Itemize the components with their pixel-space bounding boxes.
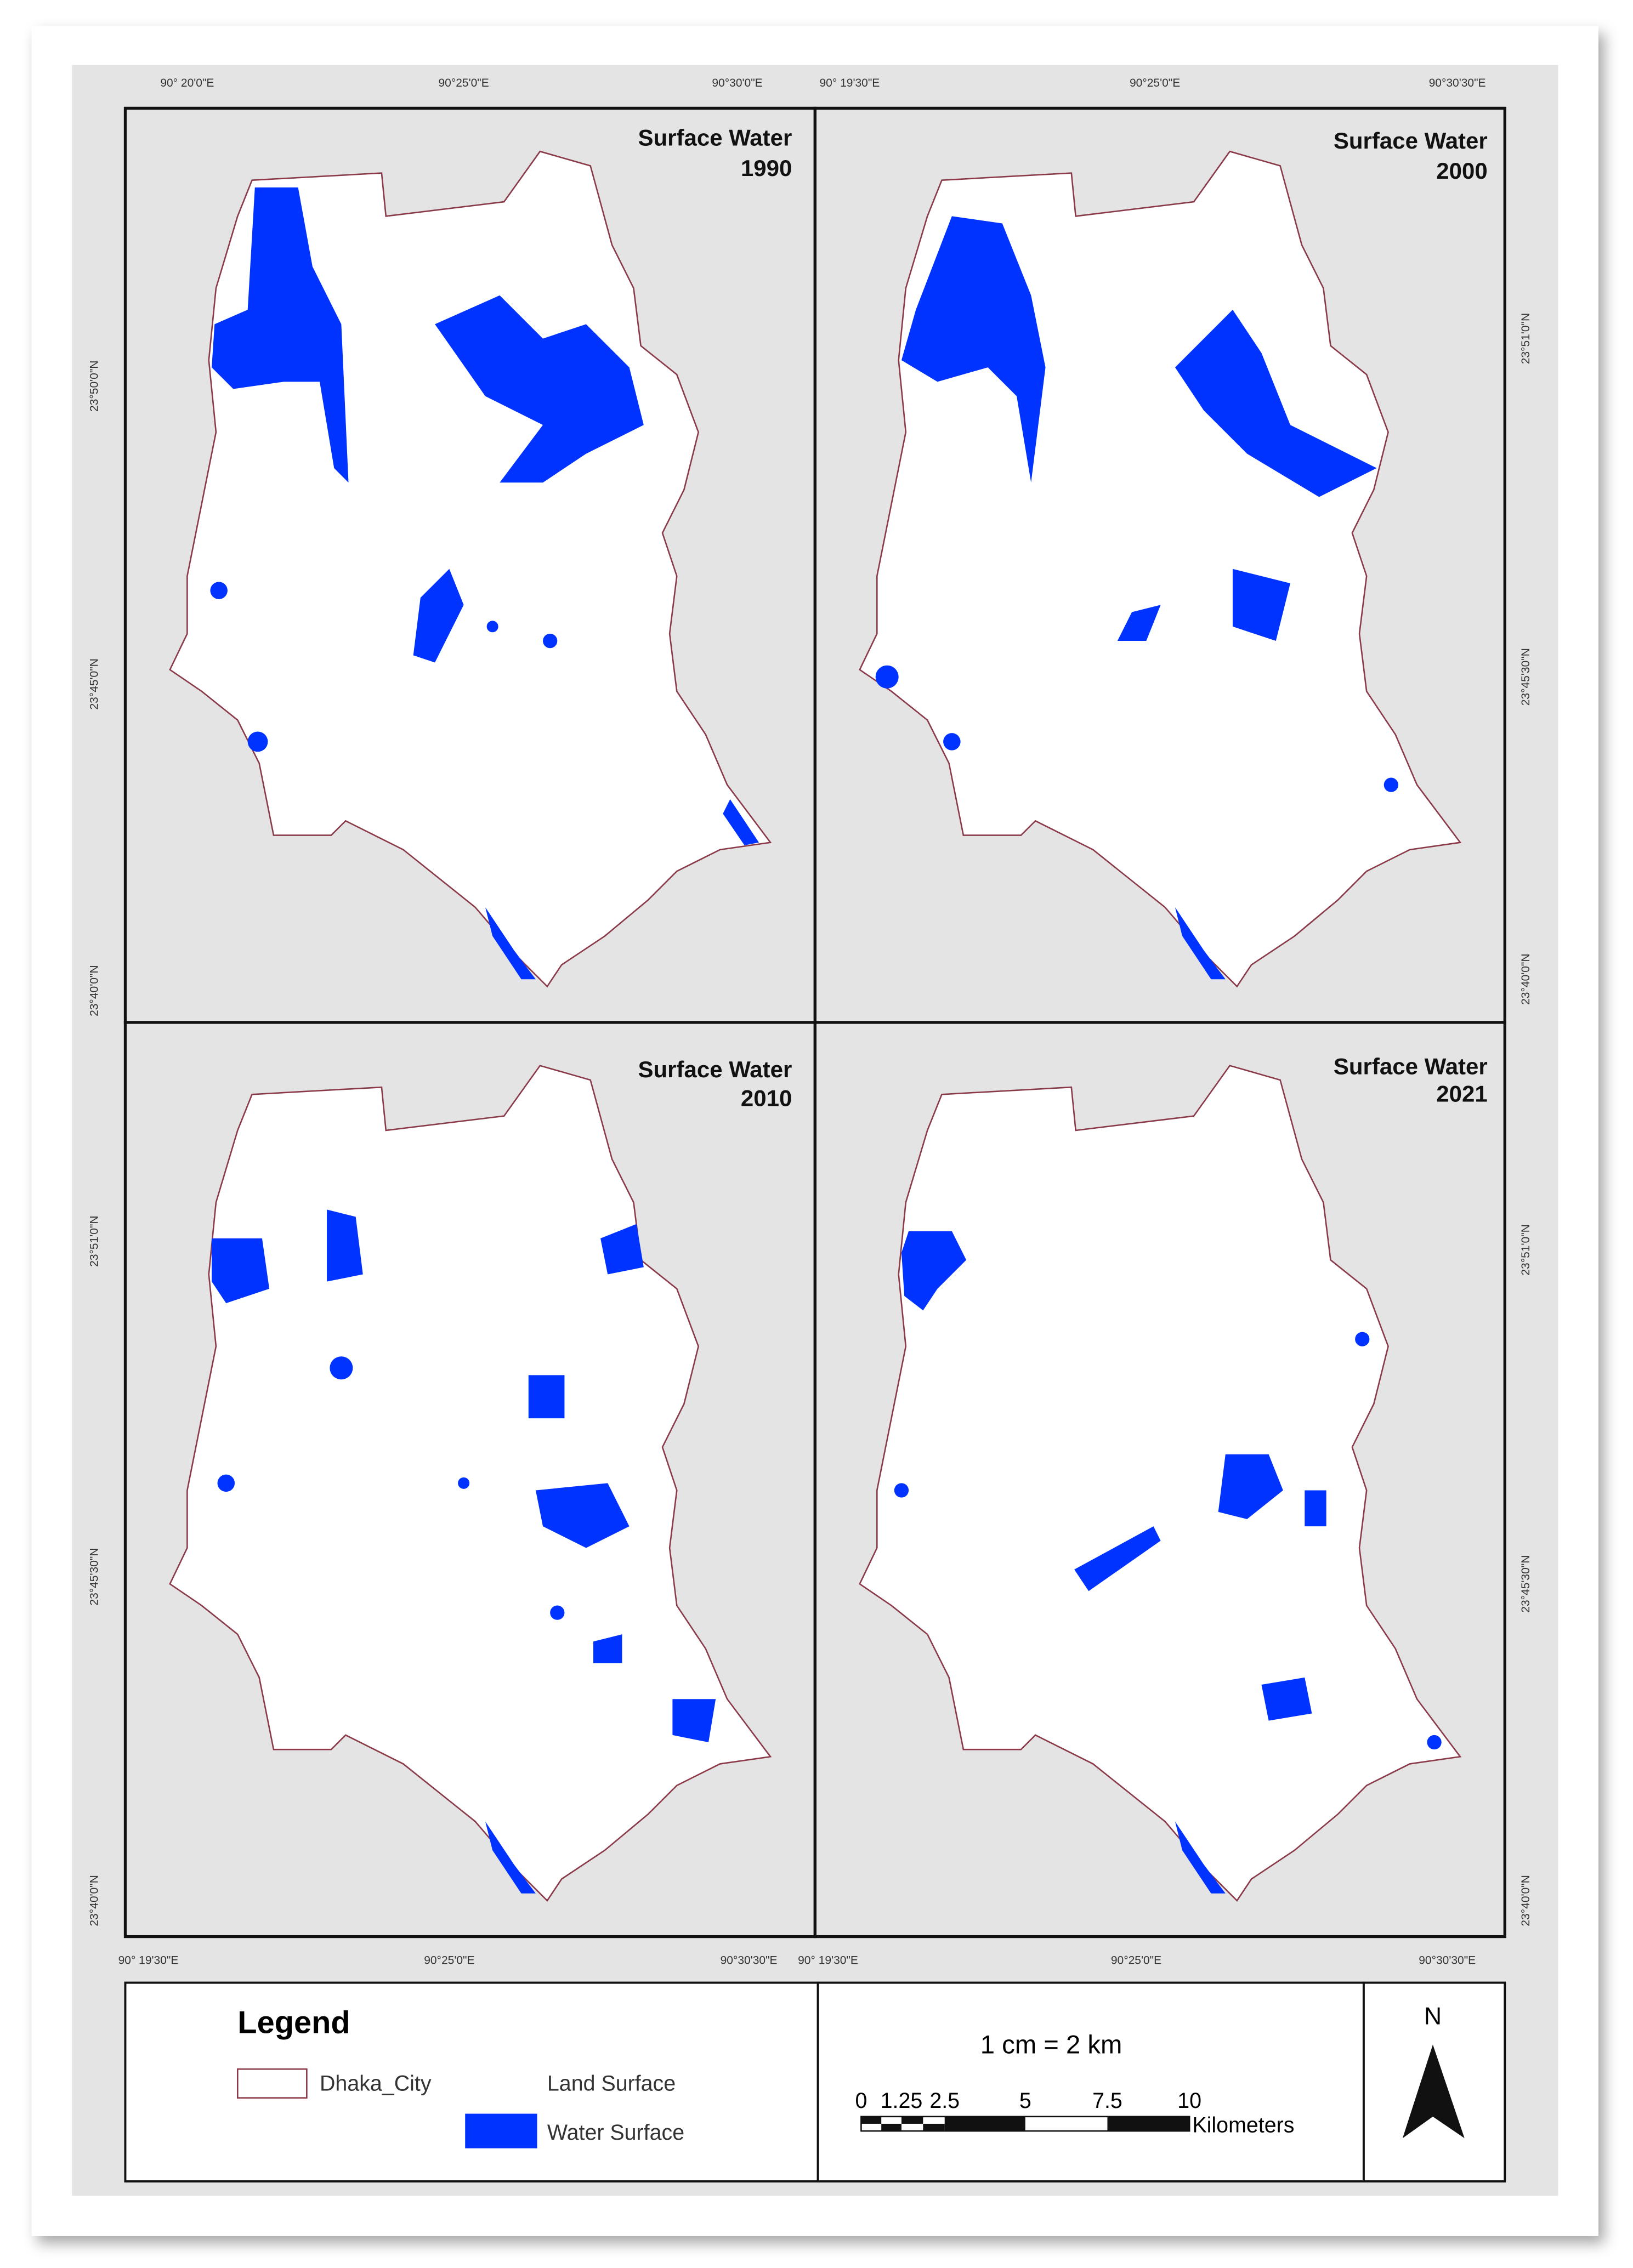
right-coordinates: 23°51'0"N 23°45'30"N 23°40'0"N 23°51'0"N…: [1519, 313, 1532, 1926]
scale-label: 0: [855, 2089, 867, 2113]
panel-year: 1990: [741, 155, 792, 181]
coord-label: 90°30'30"E: [1419, 1954, 1476, 1966]
coord-label: 23°51'0"N: [88, 1215, 101, 1266]
coord-label: 23°51'0"N: [1519, 313, 1532, 364]
coord-label: 90°30'0"E: [712, 77, 762, 89]
coord-label: 90°30'30"E: [1429, 77, 1486, 89]
panel-year: 2000: [1436, 158, 1487, 184]
coord-label: 23°45'30"N: [88, 1548, 101, 1605]
top-coordinates: 90° 20'0"E 90°25'0"E 90°30'0"E 90° 19'30…: [160, 77, 1485, 89]
coord-label: 23°40'0"N: [1519, 953, 1532, 1004]
panel-year: 2021: [1436, 1081, 1487, 1106]
scale-label: 2.5: [929, 2089, 960, 2113]
coord-label: 90° 19'30"E: [820, 77, 880, 89]
coord-label: 90°25'0"E: [1111, 1954, 1161, 1966]
panel-title: Surface Water: [1334, 128, 1488, 154]
panel-title: Surface Water: [638, 125, 792, 151]
north-box: N: [1362, 1981, 1506, 2182]
legend-item: Dhaka_City: [320, 2072, 432, 2096]
scale-unit: Kilometers: [1192, 2113, 1294, 2138]
coord-label: 23°40'0"N: [1519, 1875, 1532, 1926]
map-panel: Surface Water 1990: [123, 106, 816, 1024]
coord-label: 90° 19'30"E: [118, 1954, 179, 1966]
legend-item: Water Surface: [547, 2121, 684, 2145]
map-panel: Surface Water 2010: [123, 1021, 816, 1939]
coord-label: 23°45'30"N: [1519, 648, 1532, 706]
coord-label: 23°45'0"N: [88, 658, 101, 709]
scale-label: 7.5: [1092, 2089, 1122, 2113]
legend-title: Legend: [237, 2005, 350, 2040]
panel-year: 2010: [741, 1085, 792, 1111]
legend-swatch: [465, 2113, 537, 2148]
scale-box: 1 cm = 2 km 0 1.25 2.5 5 7.5 10 Kilomete…: [816, 1981, 1365, 2182]
panel-title: Surface Water: [638, 1056, 792, 1082]
map-panel: Surface Water 2021: [813, 1021, 1506, 1939]
left-coordinates: 23°50'0"N 23°45'0"N 23°40'0"N 23°51'0"N …: [88, 361, 101, 1926]
north-arrow: [1402, 2044, 1465, 2139]
scale-label: 10: [1177, 2089, 1201, 2113]
coord-label: 90°25'0"E: [438, 77, 489, 89]
coord-label: 23°40'0"N: [88, 1875, 101, 1926]
legend: Legend Dhaka_City Land Surface Water Sur…: [124, 1981, 819, 2182]
legend-item: Land Surface: [547, 2072, 676, 2096]
legend-swatch: [236, 2068, 308, 2099]
coord-label: 23°51'0"N: [1519, 1224, 1532, 1275]
coord-label: 23°45'30"N: [1519, 1555, 1532, 1613]
scale-label: 1.25: [881, 2089, 923, 2113]
coord-label: 23°40'0"N: [88, 965, 101, 1016]
coord-label: 90°30'30"E: [721, 1954, 778, 1966]
scale-label: 5: [1019, 2089, 1031, 2113]
coord-label: 90°25'0"E: [1130, 77, 1180, 89]
north-label: N: [1424, 2003, 1442, 2030]
map-panel: Surface Water 2000: [813, 106, 1506, 1024]
bottom-coordinates: 90° 19'30"E 90°25'0"E 90°30'30"E 90° 19'…: [118, 1954, 1476, 1966]
panel-title: Surface Water: [1334, 1054, 1488, 1079]
coord-label: 90° 20'0"E: [160, 77, 214, 89]
coord-label: 23°50'0"N: [88, 361, 101, 412]
scale-text: 1 cm = 2 km: [980, 2030, 1122, 2059]
coord-label: 90° 19'30"E: [798, 1954, 858, 1966]
coord-label: 90°25'0"E: [424, 1954, 474, 1966]
